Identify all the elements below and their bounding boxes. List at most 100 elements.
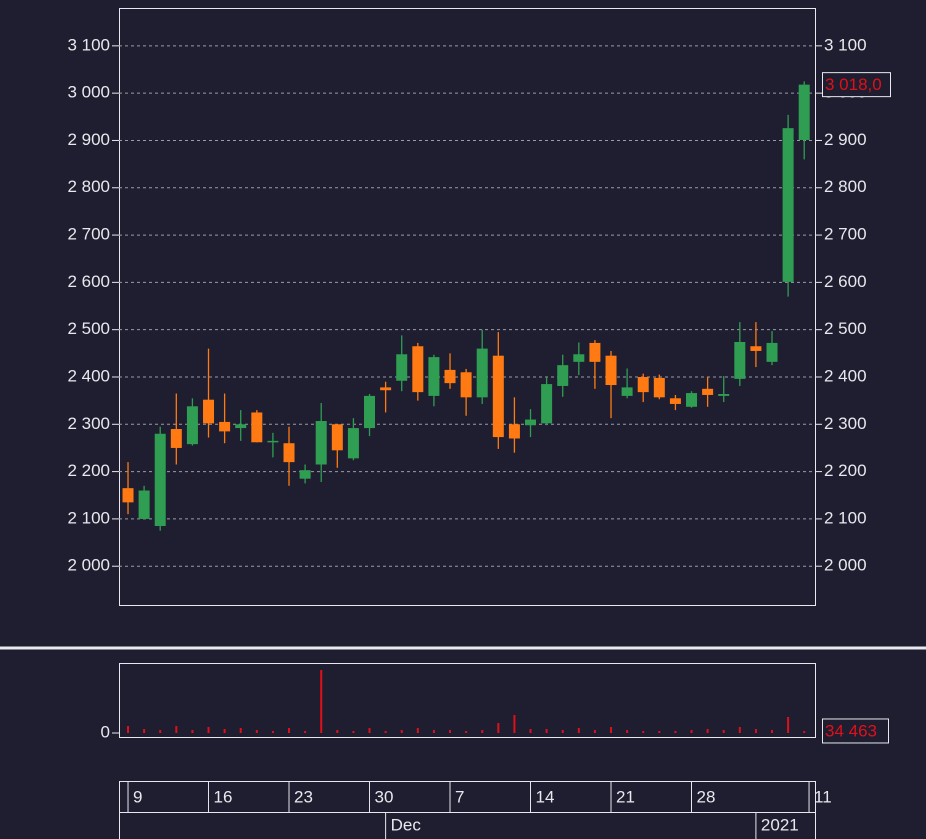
volume-bar [207, 727, 210, 733]
candle-body [170, 429, 182, 448]
volume-bar [626, 730, 629, 733]
volume-bar [288, 728, 291, 733]
candle-body [364, 395, 376, 429]
volume-bar [255, 730, 258, 733]
y-tick-label-right: 2 600 [824, 272, 867, 291]
candle-body [750, 346, 762, 351]
candle-body [299, 470, 311, 479]
volume-bar [754, 729, 757, 733]
candle-body [251, 412, 263, 443]
y-tick-label-right: 2 800 [824, 177, 867, 196]
volume-bar [722, 730, 725, 733]
last-volume-box [822, 718, 889, 744]
candle-body [734, 341, 746, 379]
volume-bar [336, 730, 339, 733]
price-frame [119, 8, 816, 606]
y-tick-label-right: 2 700 [824, 225, 867, 244]
volume-bar [593, 730, 596, 733]
volume-bar [658, 731, 661, 733]
candle-body [508, 424, 520, 439]
volume-bar [352, 731, 355, 733]
volume-bar [175, 726, 178, 733]
volume-bar [771, 730, 774, 733]
volume-bar [320, 670, 323, 733]
y-tick-label: 2 900 [67, 130, 110, 149]
candle-body [573, 354, 585, 362]
volume-bar [642, 731, 645, 733]
y-tick-label: 2 300 [67, 414, 110, 433]
candle-body [766, 342, 778, 362]
x-tick-label: 14 [536, 787, 555, 806]
volume-bar [159, 730, 162, 733]
candle-body [686, 393, 698, 407]
y-tick-label: 2 000 [67, 556, 110, 575]
candle-body [267, 440, 279, 443]
candle-body [203, 399, 215, 424]
candle-body [702, 388, 714, 395]
volume-bar [143, 729, 146, 733]
candle-body [637, 376, 649, 393]
x-tick-label: 11 [814, 787, 832, 806]
y-tick-label-right: 2 300 [824, 414, 867, 433]
y-tick-label-right: 2 200 [824, 461, 867, 480]
candle-body [653, 377, 665, 398]
candle-body [557, 365, 569, 386]
volume-bar [368, 728, 371, 733]
volume-bar [465, 731, 468, 733]
candle-body [460, 372, 472, 398]
volume-bar [706, 729, 709, 733]
volume-bar [610, 727, 613, 733]
volume-bar [304, 731, 307, 733]
volume-bar [481, 730, 484, 733]
y-tick-label: 0 [101, 722, 110, 741]
candle-body [621, 387, 633, 396]
candle-body [428, 357, 440, 396]
volume-bar [239, 728, 242, 733]
date-axis-frame [119, 781, 816, 839]
candle-body [122, 488, 134, 503]
candle-body [605, 355, 617, 386]
volume-bar [400, 730, 403, 733]
candle-body [315, 420, 327, 465]
volume-bar [577, 728, 580, 733]
volume-bar [529, 729, 532, 733]
x-major-label: 2021 [761, 815, 799, 834]
last-price-box [822, 72, 891, 98]
volume-bar [416, 728, 419, 733]
x-tick-label: 7 [455, 787, 464, 806]
y-tick-label: 3 100 [67, 35, 110, 54]
y-tick-label-right: 2 900 [824, 130, 867, 149]
volume-bar [191, 730, 194, 733]
candle-body [798, 84, 810, 140]
last-price-label: 3 018,0 [825, 75, 882, 94]
candle-body [186, 406, 198, 445]
candle-body [476, 348, 488, 398]
candle-body [782, 128, 794, 282]
y-tick-label: 2 200 [67, 461, 110, 480]
volume-bar [497, 723, 500, 733]
volume-bar [803, 730, 806, 733]
candle-body [718, 394, 730, 396]
y-tick-label: 3 000 [67, 83, 110, 102]
y-tick-label: 2 700 [67, 225, 110, 244]
y-tick-label: 2 400 [67, 366, 110, 385]
candle-body [444, 369, 456, 384]
candle-body [138, 490, 150, 519]
x-tick-label: 30 [375, 787, 394, 806]
y-tick-label-right: 2 500 [824, 319, 867, 338]
x-tick-label: 16 [214, 787, 233, 806]
y-tick-label-right: 3 100 [824, 35, 867, 54]
candle-body [396, 354, 408, 381]
y-tick-label-right: 2 100 [824, 508, 867, 527]
volume-bar [690, 730, 693, 733]
y-tick-label-right: 2 400 [824, 366, 867, 385]
volume-bar [674, 731, 677, 733]
candle-body [331, 424, 343, 451]
candle-body [541, 384, 553, 424]
candle-body [235, 424, 247, 429]
x-major-label: Dec [391, 815, 422, 834]
y-tick-label-right: 2 000 [824, 556, 867, 575]
volume-bar [787, 717, 790, 733]
